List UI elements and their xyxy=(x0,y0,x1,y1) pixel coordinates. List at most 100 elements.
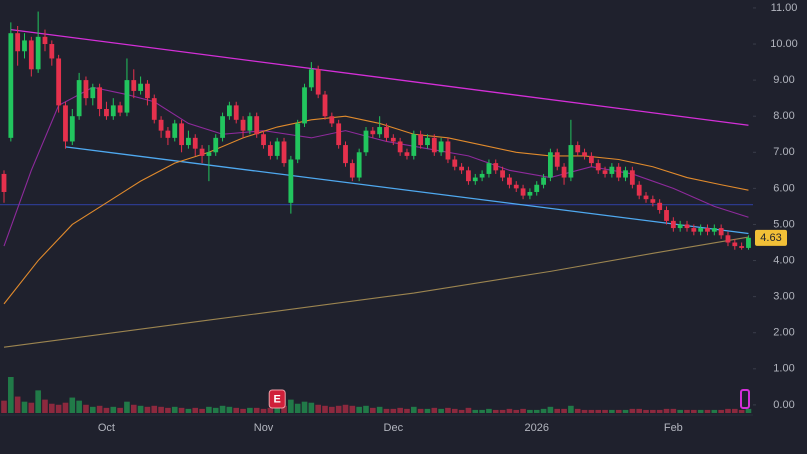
candle-body xyxy=(595,163,601,171)
volume-bar xyxy=(62,402,69,413)
y-tick-label: 10.00 xyxy=(770,38,798,50)
volume-bar xyxy=(691,409,697,413)
y-tick-label: 11.00 xyxy=(771,2,798,14)
volume-bar xyxy=(171,406,178,413)
volume-bar xyxy=(294,403,301,413)
candle-body xyxy=(110,105,116,117)
candle-body xyxy=(452,159,458,167)
candle-body xyxy=(609,166,615,174)
candle-body xyxy=(698,228,704,232)
candle-body xyxy=(15,33,21,52)
candle-body xyxy=(226,105,232,117)
candle-body xyxy=(513,184,519,189)
candle-body xyxy=(267,145,273,156)
last-price-box xyxy=(755,229,787,246)
candle-body xyxy=(35,36,41,70)
volume-bar xyxy=(206,406,212,413)
volume-bar xyxy=(356,406,362,413)
candle-body xyxy=(425,137,430,146)
volume-bar xyxy=(677,409,683,413)
volume-bar xyxy=(479,409,485,413)
volume-bar xyxy=(335,405,342,413)
candle-body xyxy=(233,105,239,120)
volume-bar xyxy=(656,409,663,413)
candle-body xyxy=(104,108,109,117)
volume-bar xyxy=(725,408,731,413)
volume-bar xyxy=(540,408,547,413)
candle-body xyxy=(131,80,137,91)
volume-bar xyxy=(103,407,110,413)
volume-bar xyxy=(144,406,151,413)
candle-body xyxy=(117,105,123,113)
candle-body xyxy=(670,220,676,229)
volume-bar xyxy=(568,405,574,413)
candle-body xyxy=(527,191,533,196)
candle-body xyxy=(664,210,669,221)
candle-body xyxy=(349,163,355,178)
volume-bar xyxy=(192,407,199,413)
volume-bar xyxy=(527,409,533,413)
volume-bar xyxy=(14,396,21,413)
candle-body xyxy=(247,116,253,131)
candle-body xyxy=(274,141,280,156)
candle-body xyxy=(145,83,150,99)
candle-body xyxy=(377,127,383,135)
candle-body xyxy=(684,224,690,229)
candle-body xyxy=(411,134,417,156)
volume-bar xyxy=(465,407,472,413)
volume-bar xyxy=(178,407,185,413)
candle-body xyxy=(315,69,321,95)
volume-bar xyxy=(21,401,28,413)
candle-body xyxy=(179,123,184,146)
volume-bar xyxy=(738,409,745,413)
candle-body xyxy=(575,145,581,153)
candle-body xyxy=(568,145,574,178)
x-tick-label: Feb xyxy=(664,422,683,434)
candle-body xyxy=(384,127,389,138)
candle-body xyxy=(616,166,622,178)
volume-bar xyxy=(260,408,267,413)
volume-bar xyxy=(602,409,608,413)
y-tick-label: 8.00 xyxy=(773,110,794,122)
candle-body xyxy=(561,166,567,178)
volume-bar xyxy=(492,409,499,413)
volume-bar xyxy=(199,408,205,413)
volume-bar xyxy=(581,409,588,413)
candle-body xyxy=(22,40,27,52)
candle-body xyxy=(554,152,560,167)
volume-bar xyxy=(363,405,369,413)
volume-bar xyxy=(458,409,465,413)
volume-bar xyxy=(595,409,602,413)
volume-bar xyxy=(76,400,82,413)
candle-body xyxy=(370,130,376,135)
candle-body xyxy=(336,123,342,146)
volume-bar xyxy=(117,407,123,413)
candle-body xyxy=(343,145,348,164)
y-tick-label: 7.00 xyxy=(773,146,794,158)
volume-bar xyxy=(329,406,335,413)
candle-body xyxy=(1,173,7,192)
x-tick-label: 2026 xyxy=(524,422,548,434)
candle-body xyxy=(363,130,369,153)
volume-bar xyxy=(308,402,315,413)
volume-bar xyxy=(315,404,321,413)
candle-body xyxy=(151,98,157,120)
volume-bar xyxy=(165,407,171,413)
volume-bar xyxy=(288,399,294,413)
candle-body xyxy=(541,177,546,185)
volume-bar xyxy=(670,408,677,413)
volume-bar xyxy=(383,408,390,413)
volume-bar xyxy=(1,400,7,413)
volume-bar xyxy=(506,408,513,413)
candle-body xyxy=(629,170,635,185)
event-label: E xyxy=(274,393,281,405)
candle-body xyxy=(83,80,89,99)
volume-bar xyxy=(83,404,89,413)
candle-body xyxy=(732,242,738,247)
candle-body xyxy=(548,152,553,178)
y-tick-label: 9.00 xyxy=(773,74,794,86)
volume-bar xyxy=(69,397,76,413)
volume-bar xyxy=(301,401,308,413)
event-marker xyxy=(740,389,750,409)
candle-body xyxy=(445,141,451,160)
